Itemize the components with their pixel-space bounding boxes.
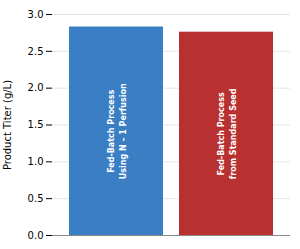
svg-text:0.5: 0.5 — [28, 193, 44, 204]
svg-text:0.0: 0.0 — [28, 230, 44, 241]
svg-text:3.0: 3.0 — [28, 9, 44, 20]
svg-text:2.5: 2.5 — [28, 46, 44, 57]
svg-text:2.0: 2.0 — [28, 82, 44, 93]
svg-text:1.0: 1.0 — [28, 156, 44, 167]
svg-text:1.5: 1.5 — [28, 119, 44, 130]
svg-text:Fed-Batch ProcessUsing N – 1 P: Fed-Batch ProcessUsing N – 1 Perfusion — [107, 83, 127, 179]
svg-text:Fed-Batch Processfrom Standard: Fed-Batch Processfrom Standard Seed — [217, 88, 237, 179]
svg-text:Product Titer (g/L): Product Titer (g/L) — [2, 80, 13, 170]
